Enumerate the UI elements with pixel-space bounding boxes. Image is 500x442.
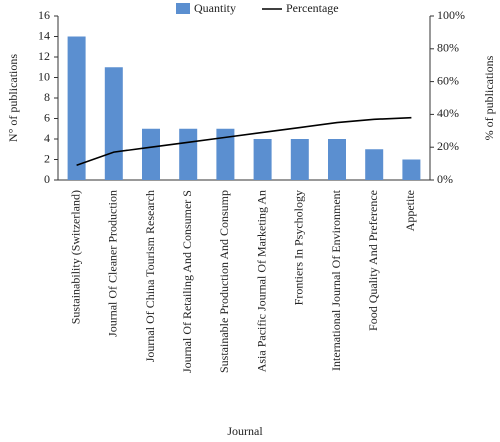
x-tick-label: Food Quality And Preference	[366, 190, 380, 331]
bar	[142, 128, 160, 180]
x-tick-label: Asia Pacific Journal Of Marketing An	[254, 190, 268, 372]
legend-label: Percentage	[286, 1, 339, 15]
bar	[328, 139, 346, 180]
bar	[365, 149, 384, 180]
y-tick-label: 14	[38, 28, 50, 42]
y2-tick-label: 20%	[437, 139, 459, 153]
y-tick-label: 8	[44, 90, 50, 104]
y-tick-label: 16	[38, 8, 50, 22]
line	[76, 116, 412, 166]
y2-tick-label: 100%	[437, 8, 465, 22]
y-tick-label: 12	[38, 49, 50, 63]
y2-axis-title: % of publications	[482, 55, 496, 140]
legend-swatch	[176, 3, 190, 14]
y-tick-label: 10	[38, 69, 50, 83]
bar	[253, 139, 272, 180]
y-axis-title: N° of publications	[6, 54, 20, 142]
bar	[179, 128, 198, 180]
legend-label: Quantity	[194, 1, 236, 15]
x-tick-label: Journal Of Cleaner Production	[106, 190, 120, 337]
bar	[104, 67, 123, 180]
y-tick-label: 0	[44, 172, 50, 186]
x-tick-label: Journal Of China Tourism Research	[143, 190, 157, 362]
bar	[402, 159, 421, 180]
bar	[216, 128, 235, 180]
y2-tick-label: 40%	[437, 106, 459, 120]
y2-tick-label: 60%	[437, 73, 459, 87]
x-tick-label: Frontiers In Psychology	[292, 190, 306, 305]
y2-tick-label: 80%	[437, 41, 459, 55]
y-tick-label: 4	[44, 131, 50, 145]
y2-tick-label: 0%	[437, 172, 453, 186]
x-tick-label: Appetite	[403, 190, 417, 231]
x-tick-label: International Journal Of Environment	[329, 189, 343, 371]
bar	[290, 139, 309, 180]
y-tick-label: 6	[44, 110, 50, 124]
x-axis-title: Journal	[227, 424, 263, 438]
x-tick-label: Journal Of Retailing And Consumer S	[180, 190, 194, 373]
y-tick-label: 2	[44, 151, 50, 165]
x-tick-label: Sustainable Production And Consump	[217, 190, 231, 373]
bar	[67, 36, 86, 180]
x-tick-label: Sustainability (Switzerland)	[68, 190, 82, 324]
